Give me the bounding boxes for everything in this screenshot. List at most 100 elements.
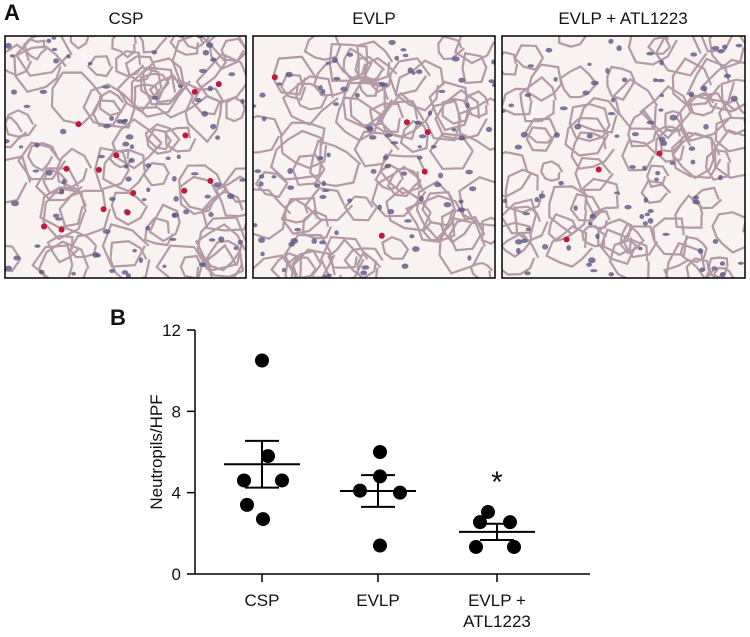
alveolar-wall xyxy=(357,76,380,98)
nucleus xyxy=(588,221,593,226)
alveolar-wall xyxy=(421,220,447,242)
alveolar-wall xyxy=(654,125,684,153)
nucleus xyxy=(121,119,127,125)
alveolar-wall xyxy=(569,193,604,222)
nucleus xyxy=(711,266,718,271)
alveolar-wall xyxy=(434,88,488,141)
nucleus xyxy=(318,85,323,91)
stained-cell xyxy=(75,121,82,128)
nucleus xyxy=(458,199,464,204)
alveolar-wall xyxy=(93,146,131,191)
alveolar-wall xyxy=(184,94,223,144)
alveolar-wall xyxy=(309,139,362,188)
alveolar-wall xyxy=(98,89,128,117)
alveolar-wall xyxy=(124,55,158,83)
nucleus xyxy=(151,50,158,55)
image-border xyxy=(4,35,247,279)
data-point xyxy=(261,449,275,464)
nucleus xyxy=(237,239,243,245)
alveolar-wall xyxy=(720,78,745,112)
stained-cell xyxy=(124,209,131,216)
nucleus xyxy=(514,144,523,150)
nucleus xyxy=(652,78,659,83)
nucleus xyxy=(287,185,295,190)
alveolar-wall xyxy=(540,160,564,182)
nucleus xyxy=(643,197,648,203)
alveolar-wall xyxy=(704,148,732,182)
alveolar-wall xyxy=(91,99,123,127)
panel-label: A xyxy=(4,0,20,25)
nucleus xyxy=(87,61,93,66)
alveolar-wall xyxy=(148,203,181,243)
nucleus xyxy=(545,47,553,53)
alveolar-wall xyxy=(453,36,495,65)
x-tick-label: EVLP + ATL1223 xyxy=(463,591,531,631)
alveolar-wall xyxy=(301,209,333,240)
alveolar-wall xyxy=(142,161,171,187)
nucleus xyxy=(514,239,523,245)
alveolar-wall xyxy=(640,179,672,204)
stained-cell xyxy=(403,119,410,126)
stained-cell xyxy=(63,165,70,172)
nucleus xyxy=(647,217,654,224)
alveolar-wall xyxy=(115,50,145,77)
stained-cell xyxy=(100,206,107,213)
nucleus xyxy=(574,123,582,130)
alveolar-wall xyxy=(670,131,722,180)
alveolar-wall xyxy=(279,121,328,170)
nucleus xyxy=(51,36,57,40)
nucleus xyxy=(384,163,391,169)
nucleus xyxy=(419,195,424,202)
nucleus xyxy=(276,82,283,86)
alveolar-wall xyxy=(441,97,470,125)
nucleus xyxy=(5,42,12,49)
nucleus xyxy=(659,93,665,98)
nucleus xyxy=(553,132,560,138)
alveolar-wall xyxy=(502,150,533,199)
alveolar-wall xyxy=(525,126,554,152)
nucleus xyxy=(208,212,214,218)
alveolar-wall xyxy=(269,129,323,181)
y-tick-label: 0 xyxy=(172,565,181,584)
nucleus xyxy=(285,71,293,78)
nucleus xyxy=(418,134,427,139)
data-point xyxy=(237,473,251,488)
nucleus xyxy=(417,145,422,149)
nucleus xyxy=(465,102,470,109)
data-point xyxy=(255,353,269,368)
nucleus xyxy=(587,62,592,66)
nucleus xyxy=(730,95,738,102)
nucleus xyxy=(253,104,257,108)
nucleus xyxy=(332,57,338,64)
nucleus xyxy=(723,73,731,79)
nucleus xyxy=(202,49,210,56)
nucleus xyxy=(658,108,664,112)
nucleus xyxy=(51,47,58,52)
nucleus xyxy=(457,207,466,213)
alveolar-wall xyxy=(627,109,658,148)
y-tick-label: 4 xyxy=(172,484,181,503)
nucleus xyxy=(121,270,129,275)
data-point xyxy=(373,469,387,484)
nucleus xyxy=(145,225,151,231)
nucleus xyxy=(59,188,65,195)
nucleus xyxy=(485,126,493,133)
alveolar-wall xyxy=(606,65,636,102)
alveolar-wall xyxy=(141,57,191,106)
nucleus xyxy=(52,213,60,218)
nucleus xyxy=(227,193,235,200)
nucleus xyxy=(122,141,130,147)
nucleus xyxy=(614,191,620,195)
nucleus xyxy=(401,263,409,269)
alveolar-wall xyxy=(207,36,246,71)
nucleus xyxy=(260,251,265,257)
nucleus xyxy=(608,272,615,277)
nucleus xyxy=(582,90,590,95)
alveolar-wall xyxy=(116,66,163,114)
y-axis-label: Neutropils/HPF xyxy=(147,394,166,509)
nucleus xyxy=(711,45,720,51)
stained-cell xyxy=(215,81,222,88)
nucleus xyxy=(177,84,184,88)
alveolar-wall xyxy=(280,73,307,102)
alveolar-wall xyxy=(220,37,246,62)
